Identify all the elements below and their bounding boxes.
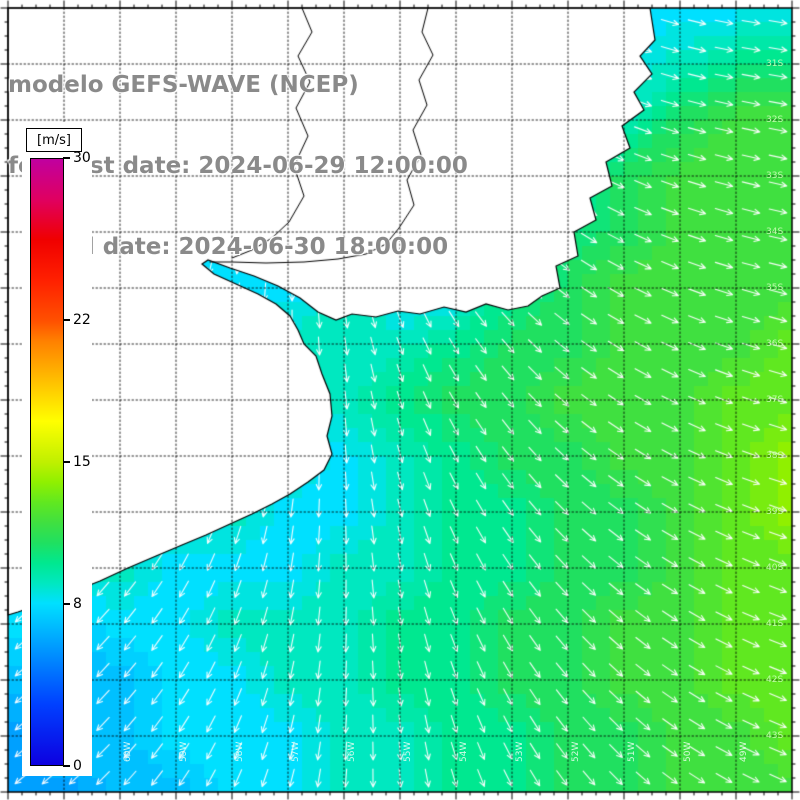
colorbar-gradient (30, 158, 64, 766)
colorbar-tick-mark (63, 765, 70, 767)
colorbar-tick-mark (63, 461, 70, 463)
colorbar-tick-label: 15 (73, 454, 91, 470)
colorbar-tick-label: 8 (73, 595, 82, 612)
colorbar-tick-label: 30 (73, 150, 91, 166)
colorbar-tick-mark (63, 602, 70, 605)
model-title: modelo GEFS-WAVE (NCEP) (8, 72, 359, 98)
colorbar-tick-label: 0 (73, 758, 82, 774)
colorbar-tick-label: 22 (73, 312, 91, 329)
colorbar-tick-mark (63, 157, 70, 159)
colorbar-tick-mark (63, 319, 70, 322)
colorbar-unit-label: [m/s] (26, 128, 82, 152)
